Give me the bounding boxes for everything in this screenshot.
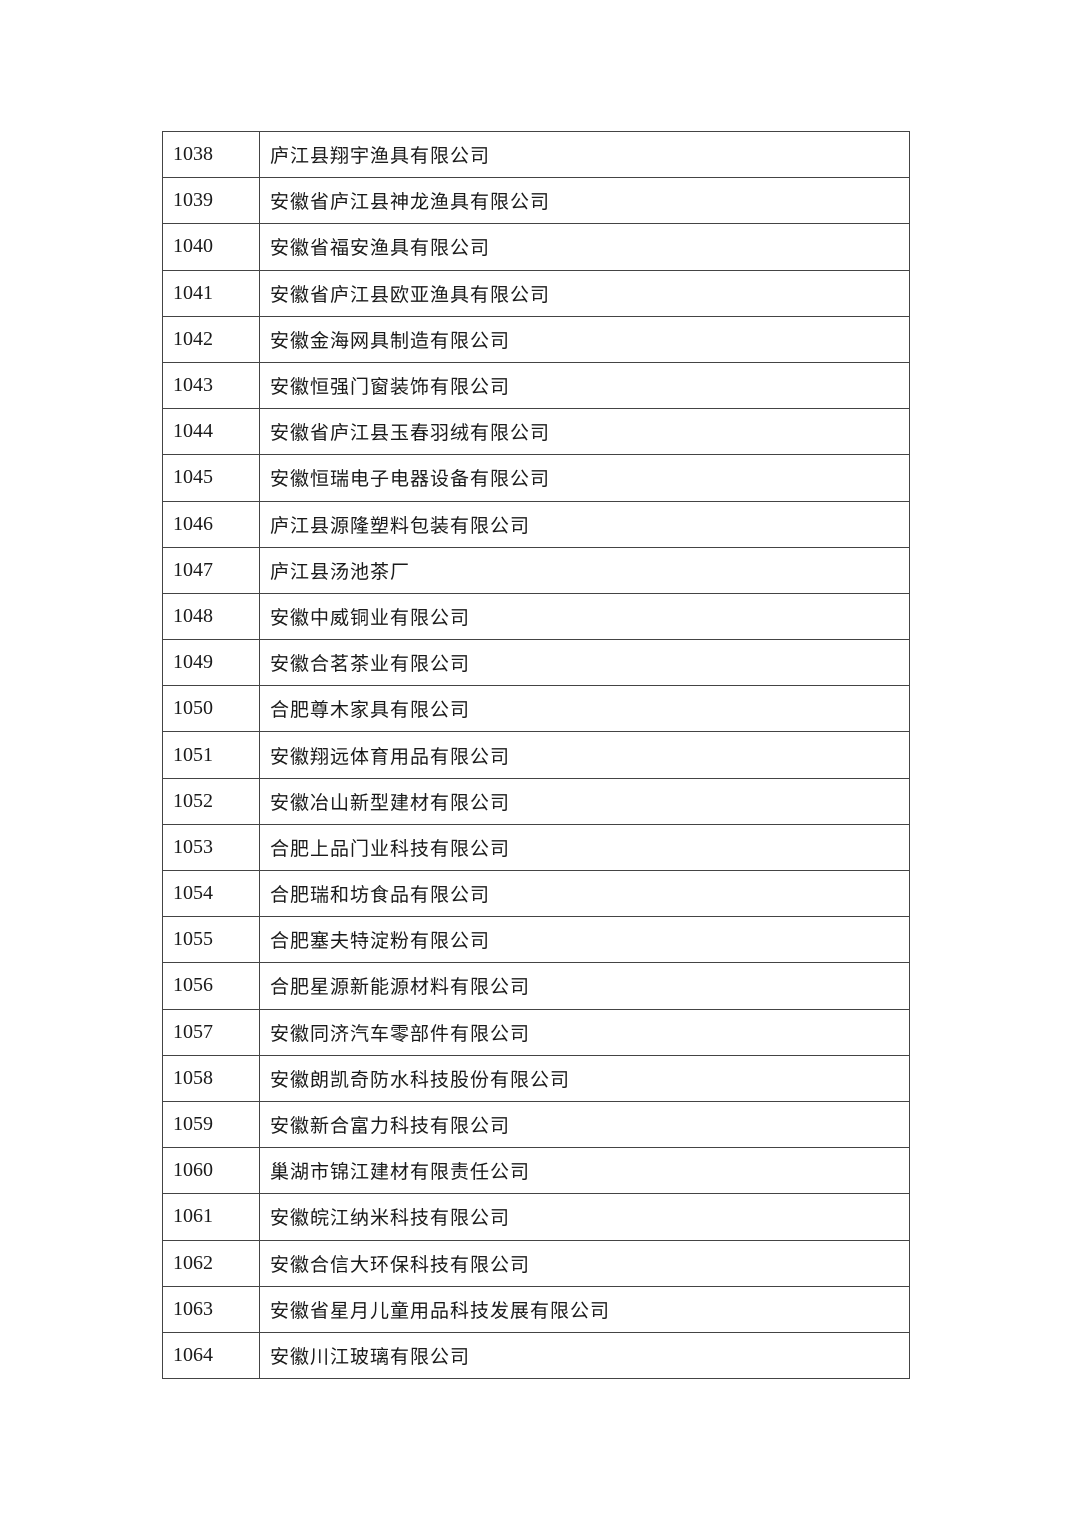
row-number: 1050 (162, 685, 260, 733)
table-row: 1046 庐江县源隆塑料包装有限公司 (162, 500, 910, 548)
company-name: 安徽省福安渔具有限公司 (259, 223, 910, 271)
table-row: 1062 安徽合信大环保科技有限公司 (162, 1239, 910, 1287)
table-row: 1064 安徽川江玻璃有限公司 (162, 1331, 910, 1380)
table-row: 1052 安徽冶山新型建材有限公司 (162, 777, 910, 825)
company-name: 安徽省庐江县欧亚渔具有限公司 (259, 269, 910, 317)
company-name: 合肥瑞和坊食品有限公司 (259, 869, 910, 918)
company-name: 安徽合茗茶业有限公司 (259, 639, 910, 687)
company-name: 安徽同济汽车零部件有限公司 (259, 1008, 910, 1056)
table-row: 1058 安徽朗凯奇防水科技股份有限公司 (162, 1054, 910, 1102)
company-name: 安徽冶山新型建材有限公司 (259, 777, 910, 825)
company-name: 安徽皖江纳米科技有限公司 (259, 1193, 910, 1241)
row-number: 1058 (162, 1054, 260, 1102)
row-number: 1038 (162, 130, 260, 179)
table-row: 1048 安徽中威铜业有限公司 (162, 592, 910, 641)
row-number: 1056 (162, 962, 260, 1010)
table-row: 1054 合肥瑞和坊食品有限公司 (162, 869, 910, 918)
table-row: 1051 安徽翔远体育用品有限公司 (162, 731, 910, 779)
table-row: 1053 合肥上品门业科技有限公司 (162, 823, 910, 872)
table-body: 1038 庐江县翔宇渔具有限公司 1039 安徽省庐江县神龙渔具有限公司 1040 安徽省… (162, 130, 910, 1380)
company-name: 合肥星源新能源材料有限公司 (259, 962, 910, 1010)
table-row: 1040 安徽省福安渔具有限公司 (162, 223, 910, 271)
company-name: 巢湖市锦江建材有限责任公司 (259, 1147, 910, 1195)
row-number: 1064 (162, 1331, 260, 1380)
company-name: 合肥尊木家具有限公司 (259, 685, 910, 733)
company-name: 安徽金海网具制造有限公司 (259, 315, 910, 363)
company-name: 安徽合信大环保科技有限公司 (259, 1239, 910, 1287)
company-name: 安徽省庐江县玉春羽绒有限公司 (259, 408, 910, 456)
table-row: 1050 合肥尊木家具有限公司 (162, 685, 910, 733)
table-row: 1039 安徽省庐江县神龙渔具有限公司 (162, 177, 910, 225)
row-number: 1042 (162, 315, 260, 363)
row-number: 1047 (162, 546, 260, 594)
table-row: 1047 庐江县汤池茶厂 (162, 546, 910, 594)
table-row: 1061 安徽皖江纳米科技有限公司 (162, 1193, 910, 1241)
table-row: 1049 安徽合茗茶业有限公司 (162, 639, 910, 687)
table-row: 1038 庐江县翔宇渔具有限公司 (162, 130, 910, 179)
row-number: 1048 (162, 592, 260, 641)
company-name: 合肥上品门业科技有限公司 (259, 823, 910, 872)
table-row: 1063 安徽省星月儿童用品科技发展有限公司 (162, 1285, 910, 1333)
company-name: 安徽中威铜业有限公司 (259, 592, 910, 641)
table-row: 1060 巢湖市锦江建材有限责任公司 (162, 1147, 910, 1195)
table-row: 1059 安徽新合富力科技有限公司 (162, 1100, 910, 1149)
row-number: 1044 (162, 408, 260, 456)
row-number: 1039 (162, 177, 260, 225)
company-name: 安徽省庐江县神龙渔具有限公司 (259, 177, 910, 225)
row-number: 1053 (162, 823, 260, 872)
table-row: 1056 合肥星源新能源材料有限公司 (162, 962, 910, 1010)
row-number: 1041 (162, 269, 260, 317)
table-row: 1043 安徽恒强门窗装饰有限公司 (162, 361, 910, 410)
row-number: 1045 (162, 454, 260, 502)
table-row: 1042 安徽金海网具制造有限公司 (162, 315, 910, 363)
row-number: 1059 (162, 1100, 260, 1149)
row-number: 1057 (162, 1008, 260, 1056)
table-row: 1041 安徽省庐江县欧亚渔具有限公司 (162, 269, 910, 317)
table-row: 1044 安徽省庐江县玉春羽绒有限公司 (162, 408, 910, 456)
row-number: 1061 (162, 1193, 260, 1241)
company-name: 庐江县源隆塑料包装有限公司 (259, 500, 910, 548)
company-name: 安徽新合富力科技有限公司 (259, 1100, 910, 1149)
company-name: 安徽川江玻璃有限公司 (259, 1331, 910, 1380)
company-name: 合肥塞夫特淀粉有限公司 (259, 916, 910, 964)
row-number: 1051 (162, 731, 260, 779)
company-name: 庐江县翔宇渔具有限公司 (259, 130, 910, 179)
company-name: 安徽朗凯奇防水科技股份有限公司 (259, 1054, 910, 1102)
row-number: 1054 (162, 869, 260, 918)
company-name: 庐江县汤池茶厂 (259, 546, 910, 594)
row-number: 1062 (162, 1239, 260, 1287)
company-name: 安徽省星月儿童用品科技发展有限公司 (259, 1285, 910, 1333)
row-number: 1063 (162, 1285, 260, 1333)
table-row: 1057 安徽同济汽车零部件有限公司 (162, 1008, 910, 1056)
row-number: 1043 (162, 361, 260, 410)
company-name: 安徽恒强门窗装饰有限公司 (259, 361, 910, 410)
row-number: 1040 (162, 223, 260, 271)
company-name: 安徽恒瑞电子电器设备有限公司 (259, 454, 910, 502)
row-number: 1046 (162, 500, 260, 548)
row-number: 1052 (162, 777, 260, 825)
row-number: 1060 (162, 1147, 260, 1195)
table-row: 1045 安徽恒瑞电子电器设备有限公司 (162, 454, 910, 502)
row-number: 1055 (162, 916, 260, 964)
table-row: 1055 合肥塞夫特淀粉有限公司 (162, 916, 910, 964)
company-name: 安徽翔远体育用品有限公司 (259, 731, 910, 779)
row-number: 1049 (162, 639, 260, 687)
company-list-table: 1038 庐江县翔宇渔具有限公司 1039 安徽省庐江县神龙渔具有限公司 1040 安徽省… (162, 130, 910, 1380)
